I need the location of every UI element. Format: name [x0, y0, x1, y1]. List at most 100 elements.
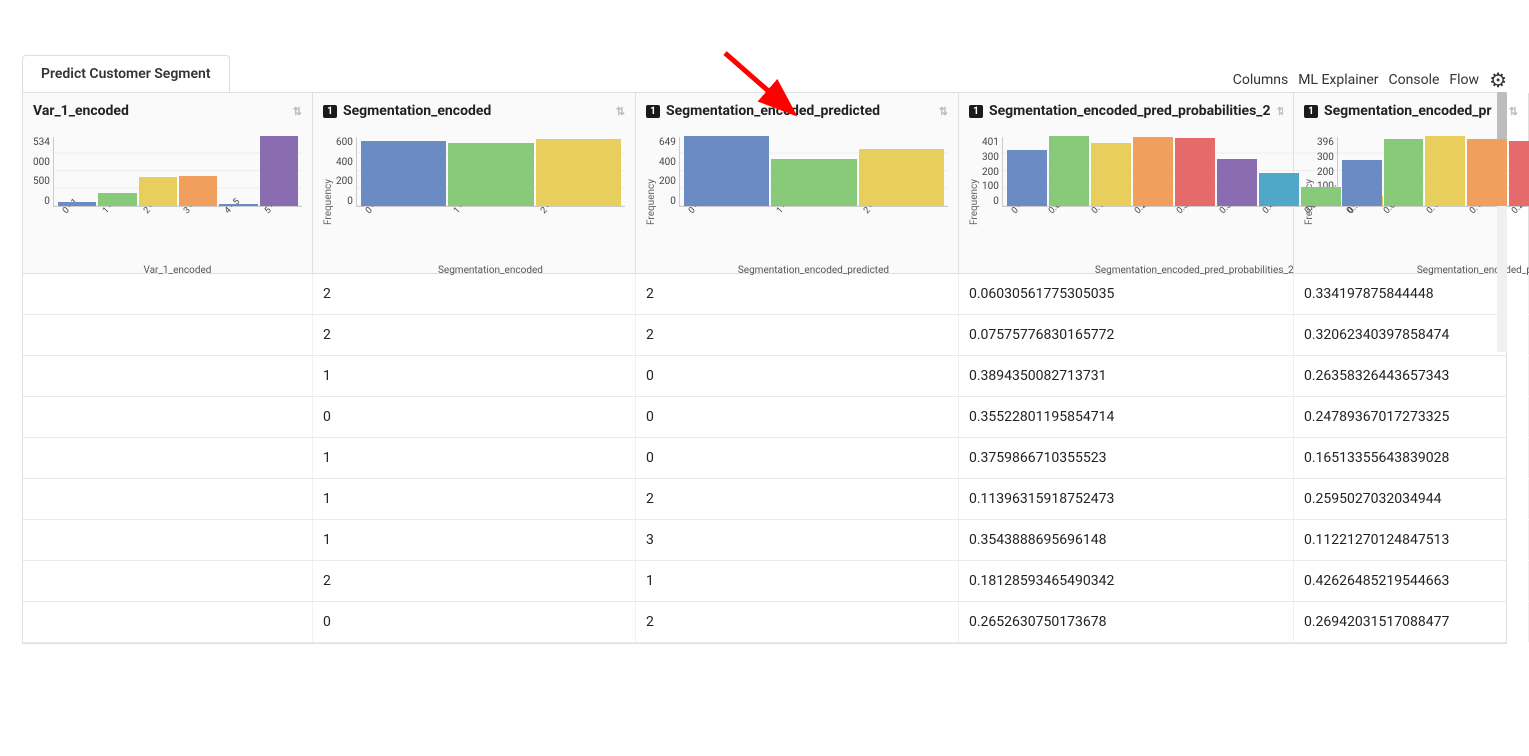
table-cell: 2	[313, 561, 636, 601]
table-cell: 1	[636, 561, 959, 601]
column-title: Var_1_encoded	[33, 103, 129, 119]
chart-ylabel: Frequency	[323, 137, 334, 267]
chart-bars	[679, 137, 948, 207]
sort-icon[interactable]: ⇅	[1509, 105, 1518, 118]
column-header[interactable]: 1Segmentation_encoded⇅	[323, 103, 625, 119]
table-row[interactable]: 130.35438886956961480.11221270124847513	[23, 520, 1506, 561]
table-cell: 2	[636, 274, 959, 314]
table-cell: 1	[313, 520, 636, 560]
chart-plot: 0 - 11 - 22 - 3Segmentation_encoded	[356, 137, 625, 267]
sort-icon[interactable]: ⇅	[616, 105, 625, 118]
column-c3: 1 Segmentation_encoded_pred_probabilities…	[959, 93, 1294, 273]
table-cell	[23, 602, 313, 642]
toolbar-columns[interactable]: Columns	[1233, 72, 1288, 88]
table-cell: 0.16513355643839028	[1294, 438, 1529, 478]
column-c1: 1Segmentation_encoded⇅Frequency600400200…	[313, 93, 636, 273]
table-cell: 0.3543888695696148	[959, 520, 1294, 560]
table-cell: 2	[313, 315, 636, 355]
column-headers: Var_1_encoded⇅53400050000 - 11 - 22 - 33…	[23, 93, 1506, 274]
column-header[interactable]: 1 Segmentation_encoded_pred_probabilities…	[969, 103, 1283, 119]
table-cell: 0.24789367017273325	[1294, 397, 1529, 437]
table-cell	[23, 397, 313, 437]
chart-bar	[684, 136, 769, 206]
chart-bar	[1007, 150, 1047, 206]
column-title: Segmentation_encoded_predicted	[666, 103, 880, 119]
type-badge: 1	[1304, 105, 1318, 118]
column-c4: 1Segmentation_encoded_pr⇅Frequency396300…	[1294, 93, 1529, 273]
chart-xtitle: Segmentation_encoded_predicted	[679, 265, 948, 276]
table-row[interactable]: 100.38943500827137310.26358326443657343	[23, 356, 1506, 397]
table-row[interactable]: 220.075757768301657720.32062340397858474	[23, 315, 1506, 356]
table-cell	[23, 438, 313, 478]
table-cell: 1	[313, 479, 636, 519]
chart-bar	[139, 177, 177, 206]
chart-ylabel: Frequency	[646, 137, 657, 267]
table-row[interactable]: 210.181285934654903420.42626485219544663	[23, 561, 1506, 602]
chart-yaxis: 6004002000	[336, 137, 356, 207]
table-cell: 0.26358326443657343	[1294, 356, 1529, 396]
chart-bar	[1467, 139, 1507, 206]
column-header[interactable]: 1Segmentation_encoded_pr⇅	[1304, 103, 1518, 119]
toolbar-flow[interactable]: Flow	[1449, 72, 1479, 88]
chart-bar	[1301, 187, 1341, 206]
table-cell	[23, 479, 313, 519]
column-chart: Frequency64940020000 - 11 - 22 - 3Segmen…	[646, 137, 948, 267]
chart-bar	[260, 136, 298, 206]
chart-bar	[361, 141, 446, 206]
column-chart: Frequency60040020000 - 11 - 22 - 3Segmen…	[323, 137, 625, 267]
table-cell: 2	[636, 479, 959, 519]
active-tab[interactable]: Predict Customer Segment	[22, 55, 230, 92]
table-cell: 0.07575776830165772	[959, 315, 1294, 355]
table-cell: 0.11221270124847513	[1294, 520, 1529, 560]
vertical-scrollbar[interactable]	[1497, 92, 1507, 352]
table-cell: 0	[313, 397, 636, 437]
table-cell: 1	[313, 356, 636, 396]
chart-bar	[1175, 138, 1215, 206]
chart-xtitle: Segmentation_encoded	[356, 265, 625, 276]
column-chart: Frequency40130020010000 - 0.08…0.0800 - …	[969, 137, 1283, 267]
chart-bars	[1337, 137, 1529, 207]
sort-icon[interactable]: ⇅	[1277, 105, 1283, 118]
table-cell: 0.18128593465490342	[959, 561, 1294, 601]
table-row[interactable]: 020.26526307501736780.26942031517088477	[23, 602, 1506, 643]
column-header[interactable]: 1 Segmentation_encoded_predicted ⇅	[646, 103, 948, 119]
table-cell: 2	[636, 602, 959, 642]
type-badge: 1	[323, 105, 337, 118]
chart-plot: 0 - 11 - 22 - 33 - 44 - 55 - 6Var_1_enco…	[53, 137, 302, 267]
type-badge: 1	[969, 105, 983, 118]
table-cell: 3	[636, 520, 959, 560]
sort-icon[interactable]: ⇅	[939, 105, 948, 118]
chart-xtitle: Var_1_encoded	[53, 265, 302, 276]
chart-bar	[1509, 141, 1529, 206]
type-badge: 1	[646, 105, 660, 118]
chart-bar	[219, 204, 257, 206]
sort-icon[interactable]: ⇅	[293, 105, 302, 118]
toolbar-ml-explainer[interactable]: ML Explainer	[1298, 72, 1378, 88]
table-row[interactable]: 000.355228011958547140.24789367017273325	[23, 397, 1506, 438]
chart-bar	[448, 143, 533, 206]
chart-ylabel: Frequency	[969, 137, 980, 267]
chart-bar	[98, 193, 136, 206]
column-title: Segmentation_encoded_pred_probabilities_…	[989, 103, 1271, 119]
chart-bar	[1049, 136, 1089, 206]
gear-icon[interactable]: ⚙	[1489, 68, 1507, 92]
chart-bar	[1425, 136, 1465, 206]
chart-bar	[1091, 143, 1131, 206]
column-header[interactable]: Var_1_encoded ⇅	[33, 103, 302, 119]
table-row[interactable]: 220.060305617753050350.334197875844448	[23, 274, 1506, 315]
table-row[interactable]: 120.113963159187524730.2595027032034944	[23, 479, 1506, 520]
table-cell	[23, 315, 313, 355]
table-row[interactable]: 100.37598667103555230.16513355643839028	[23, 438, 1506, 479]
table-cell: 0	[636, 438, 959, 478]
toolbar: Columns ML Explainer Console Flow ⚙	[1233, 68, 1507, 92]
chart-xticks: 0 - 11 - 22 - 3	[679, 209, 948, 233]
table-cell: 0	[313, 602, 636, 642]
table-cell: 2	[636, 315, 959, 355]
column-c0: Var_1_encoded⇅53400050000 - 11 - 22 - 33…	[23, 93, 313, 273]
toolbar-console[interactable]: Console	[1389, 72, 1440, 88]
chart-plot: 0 - 11 - 22 - 3Segmentation_encoded_pred…	[679, 137, 948, 267]
chart-xticks: 0 - 11 - 22 - 3	[356, 209, 625, 233]
chart-bar	[1217, 159, 1257, 206]
table-cell: 0.3759866710355523	[959, 438, 1294, 478]
chart-bar	[1342, 160, 1382, 206]
